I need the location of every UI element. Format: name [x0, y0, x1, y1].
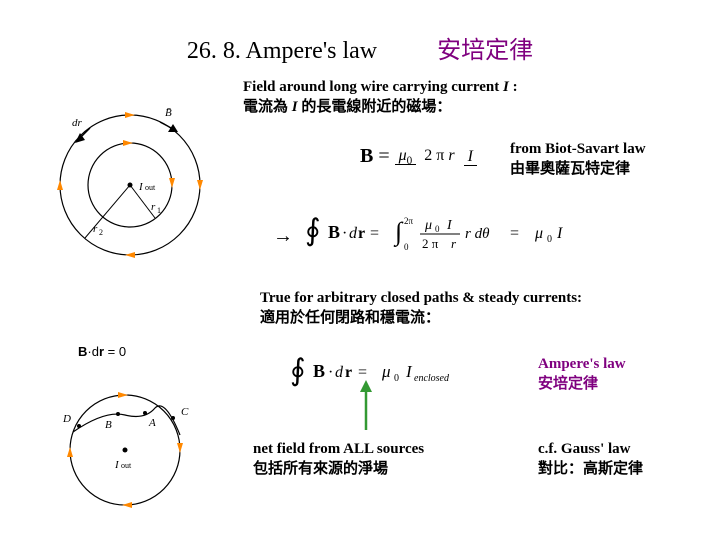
svg-text:∮: ∮ — [305, 214, 321, 247]
true-en: True for arbitrary closed paths & steady… — [260, 288, 582, 308]
svg-text:r: r — [451, 236, 457, 251]
gauss-label: c.f. Gauss' law 對比：高斯定律 — [538, 440, 643, 479]
svg-text:r dθ: r dθ — [465, 226, 490, 242]
svg-text:dr: dr — [72, 117, 83, 129]
net-field-label: net field from ALL sources 包括所有來源的淨場 — [253, 440, 424, 479]
svg-text:A: A — [148, 417, 156, 429]
biot-zh: 由畢奧薩瓦特定律 — [510, 160, 646, 180]
net-en: net field from ALL sources — [253, 440, 424, 460]
svg-text:d: d — [349, 225, 358, 242]
bdr-zero-label: B·dr = 0 — [78, 344, 126, 359]
svg-text:0: 0 — [404, 242, 409, 252]
equation-ampere-law: ∮ B · d r = μ 0 I enclosed — [290, 352, 510, 397]
biot-en: from Biot-Savart law — [510, 140, 646, 160]
equation-loop-integral: ∮ B · d r = ∫ 0 2π μ 0 I 2 π r r dθ = μ … — [305, 212, 665, 256]
svg-text:=: = — [370, 225, 379, 242]
ampere-law-label: Ampere's law 安培定律 — [538, 355, 626, 394]
eq3-svg: ∮ B · d r = μ 0 I enclosed — [290, 352, 510, 392]
svg-text:C: C — [181, 406, 189, 418]
slide-title: 26. 8. Ampere's law 安培定律 — [0, 30, 720, 65]
svg-text:∮: ∮ — [290, 354, 306, 387]
svg-text:I: I — [114, 459, 120, 471]
diagram-arbitrary-path: A B C D I out — [45, 360, 205, 520]
equation-biot-savart-field: B = μ0 2 π r I — [360, 145, 493, 168]
svg-text:r: r — [358, 225, 365, 242]
true-arbitrary-label: True for arbitrary closed paths & steady… — [260, 288, 582, 329]
svg-text:1: 1 — [157, 206, 161, 215]
svg-text:2π: 2π — [404, 216, 414, 226]
svg-text:B̄: B̄ — [165, 107, 172, 119]
svg-text:out: out — [145, 183, 156, 192]
svg-text:out: out — [121, 461, 132, 470]
ampere-en: Ampere's law — [538, 355, 626, 375]
svg-text:0: 0 — [547, 234, 552, 245]
svg-text:0: 0 — [394, 373, 399, 384]
title-zh: 安培定律 — [437, 30, 533, 65]
eq2-svg: ∮ B · d r = ∫ 0 2π μ 0 I 2 π r r dθ = μ … — [305, 212, 665, 256]
svg-text:μ: μ — [534, 225, 543, 242]
svg-text:r: r — [93, 223, 98, 235]
svg-text:d: d — [335, 364, 344, 381]
svg-text:μ: μ — [381, 362, 391, 381]
svg-text:r: r — [151, 201, 156, 213]
svg-text:0: 0 — [435, 224, 440, 234]
implies-arrow: → — [273, 225, 293, 248]
svg-text:∫: ∫ — [393, 217, 404, 247]
svg-text:enclosed: enclosed — [414, 373, 450, 384]
ampere-zh: 安培定律 — [538, 375, 626, 395]
svg-text:2: 2 — [99, 228, 103, 237]
title-section: 26. 8. Ampere's law — [187, 38, 377, 65]
green-arrow-icon — [356, 380, 376, 430]
svg-text:I: I — [138, 181, 144, 193]
net-zh: 包括所有來源的淨場 — [253, 460, 424, 480]
gauss-en: c.f. Gauss' law — [538, 440, 643, 460]
svg-text:2 π: 2 π — [422, 236, 439, 251]
svg-text:I: I — [446, 218, 453, 233]
true-zh: 適用於任何閉路和穩電流： — [260, 308, 582, 328]
svg-text:B: B — [328, 222, 340, 242]
svg-text:=: = — [510, 225, 519, 242]
svg-text:I: I — [405, 362, 413, 381]
biot-savart-label: from Biot-Savart law 由畢奧薩瓦特定律 — [510, 140, 646, 179]
field-label-zh: 電流為 I 的長電線附近的磁場： — [243, 98, 518, 118]
svg-text:·: · — [328, 364, 333, 381]
svg-text:B: B — [105, 419, 112, 431]
field-label: Field around long wire carrying current … — [243, 78, 518, 117]
svg-text:μ: μ — [424, 218, 432, 233]
svg-text:B: B — [313, 361, 325, 381]
svg-text:=: = — [358, 364, 367, 381]
svg-text:D: D — [62, 413, 71, 425]
diagram-concentric-loops: I out r 1 r 2 dr B̄ — [45, 100, 215, 260]
svg-text:r: r — [345, 364, 352, 381]
gauss-zh: 對比：高斯定律 — [538, 460, 643, 480]
svg-text:·: · — [342, 225, 347, 242]
svg-text:I: I — [556, 225, 563, 242]
field-label-en: Field around long wire carrying current … — [243, 78, 518, 98]
